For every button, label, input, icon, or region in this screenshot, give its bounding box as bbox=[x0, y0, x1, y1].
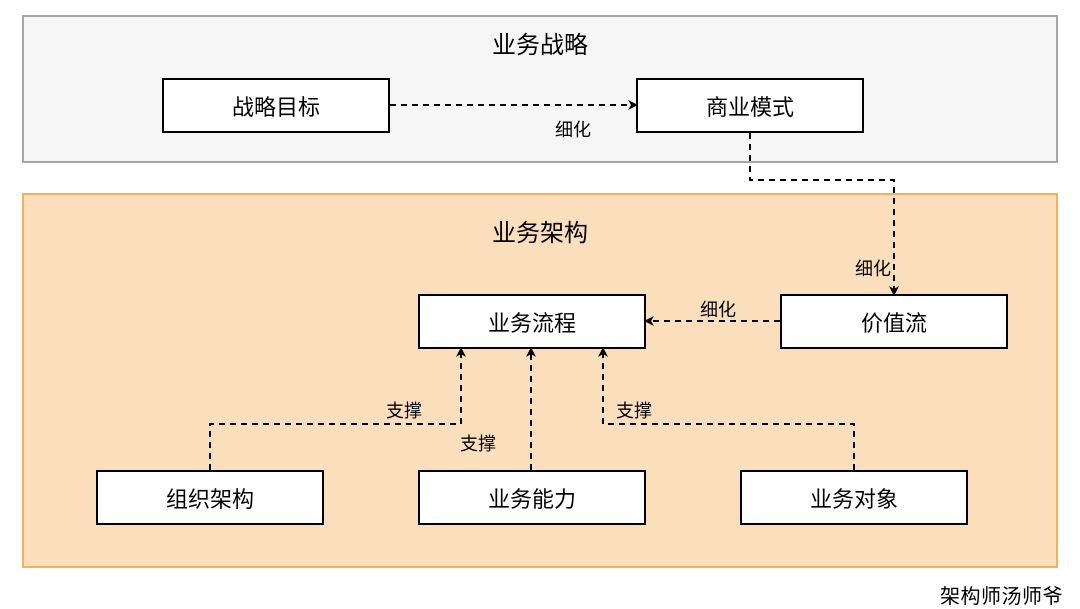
strategy-title: 业务战略 bbox=[492, 25, 588, 60]
edge-label: 细化 bbox=[555, 116, 591, 142]
node-label: 业务流程 bbox=[488, 306, 576, 338]
edge-label: 支撑 bbox=[460, 430, 496, 456]
architecture-title: 业务架构 bbox=[492, 213, 588, 248]
edge-label: 支撑 bbox=[386, 397, 422, 423]
edge-label: 细化 bbox=[700, 296, 736, 322]
edge-label: 细化 bbox=[855, 255, 891, 281]
node-label: 组织架构 bbox=[166, 482, 254, 514]
node-business-capability: 业务能力 bbox=[418, 470, 646, 525]
node-org-structure: 组织架构 bbox=[96, 470, 324, 525]
node-label: 价值流 bbox=[861, 306, 927, 338]
node-business-process: 业务流程 bbox=[418, 294, 646, 349]
node-label: 战略目标 bbox=[232, 90, 320, 122]
node-label: 业务对象 bbox=[810, 482, 898, 514]
watermark: 架构师汤师爷 bbox=[940, 580, 1063, 609]
node-business-model: 商业模式 bbox=[636, 78, 864, 133]
node-strategic-goal: 战略目标 bbox=[162, 78, 390, 133]
node-business-object: 业务对象 bbox=[740, 470, 968, 525]
node-label: 商业模式 bbox=[706, 90, 794, 122]
node-label: 业务能力 bbox=[488, 482, 576, 514]
node-value-stream: 价值流 bbox=[780, 294, 1008, 349]
edge-label: 支撑 bbox=[616, 397, 652, 423]
